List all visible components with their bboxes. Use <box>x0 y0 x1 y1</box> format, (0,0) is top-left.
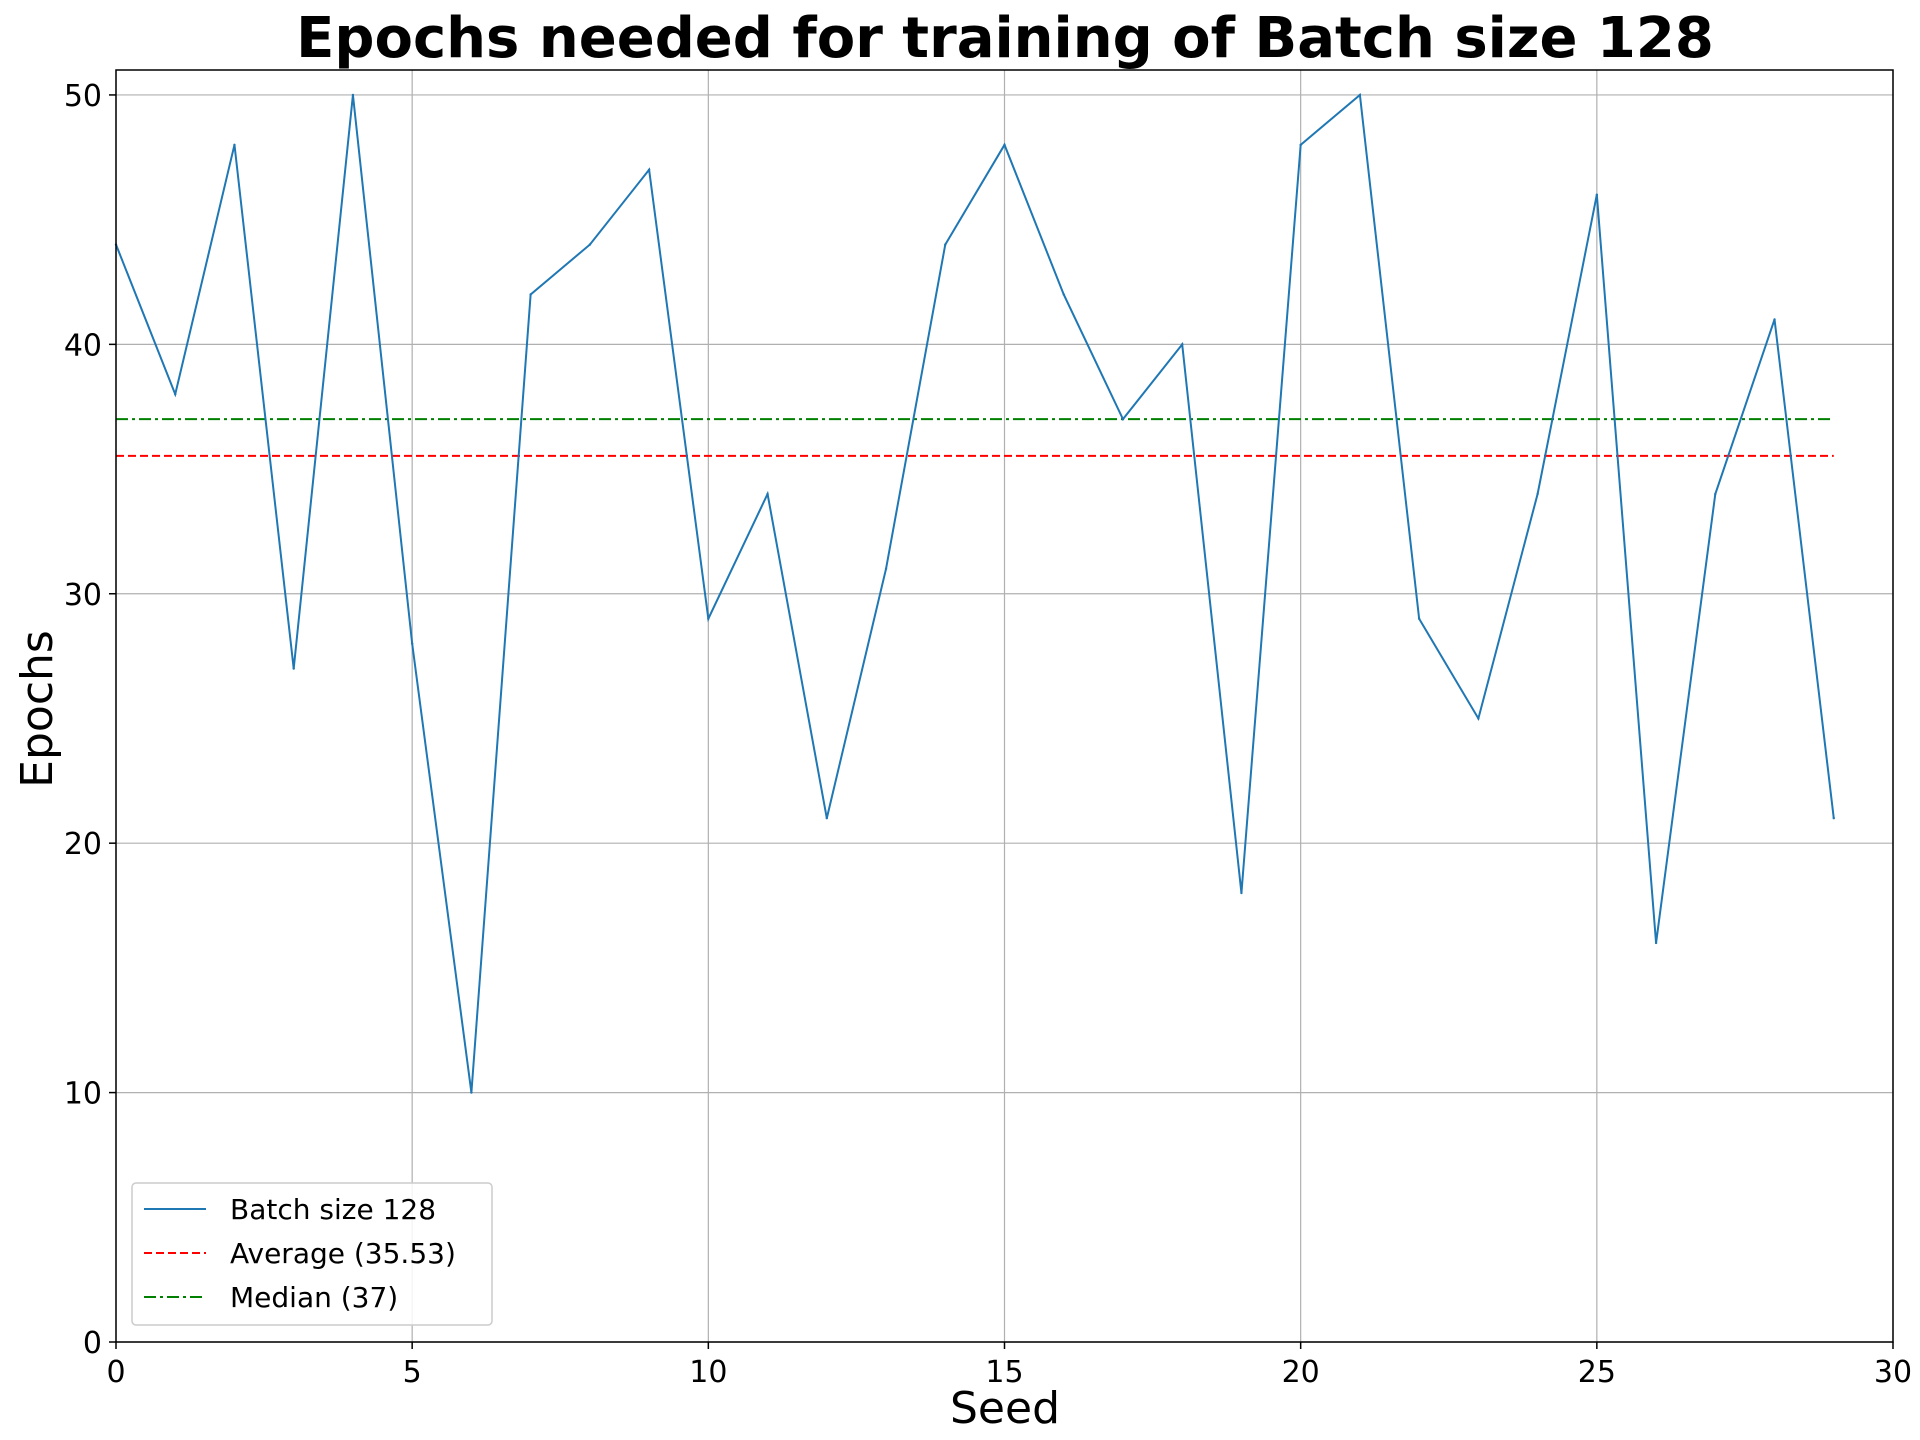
x-tick-label: 5 <box>403 1355 422 1390</box>
data-point <box>884 567 888 571</box>
legend-label: Median (37) <box>230 1281 398 1314</box>
data-point <box>529 293 532 296</box>
data-point <box>1536 492 1539 496</box>
legend-label: Average (35.53) <box>230 1237 456 1270</box>
data-point <box>1240 891 1243 895</box>
data-point <box>588 243 592 246</box>
x-tick-label: 15 <box>985 1355 1023 1390</box>
legend-frame <box>131 1182 493 1326</box>
series-lines <box>114 92 1835 1094</box>
series-line <box>115 92 1835 1093</box>
data-point <box>1181 343 1184 346</box>
y-axis-label: Epochs <box>12 630 63 788</box>
x-axis-label: Seed <box>950 1383 1060 1434</box>
y-tick-label: 50 <box>64 79 102 114</box>
data-point <box>944 243 947 246</box>
y-tick-label: 30 <box>64 578 102 613</box>
x-tick-label: 30 <box>1874 1355 1912 1390</box>
data-point <box>1477 717 1480 720</box>
data-point <box>1714 492 1717 496</box>
data-point <box>470 1091 473 1094</box>
data-point <box>351 93 355 97</box>
data-point <box>825 817 828 820</box>
chart-title: Epochs needed for training of Batch size… <box>296 6 1714 71</box>
data-point <box>1595 193 1599 196</box>
data-point <box>707 617 710 620</box>
data-point <box>1358 93 1362 97</box>
data-point <box>1832 817 1835 820</box>
data-point <box>1417 617 1421 620</box>
data-point <box>1654 941 1658 945</box>
y-tick-label: 10 <box>64 1077 102 1112</box>
data-point <box>1121 417 1125 421</box>
reference-lines <box>116 418 1834 457</box>
data-point <box>174 393 177 396</box>
y-tick-label: 20 <box>64 827 102 862</box>
data-point <box>410 642 414 645</box>
data-point <box>647 168 651 171</box>
data-point <box>1062 293 1065 296</box>
x-tick-label: 10 <box>689 1355 727 1390</box>
y-tick-label: 0 <box>83 1326 102 1361</box>
grid-lines <box>115 70 1894 1343</box>
data-point <box>1003 143 1006 147</box>
x-tick-label: 20 <box>1282 1355 1320 1390</box>
axis-ticks: 0 5 10 15 20 25 30 0 10 20 30 40 50 <box>64 79 1912 1390</box>
data-point <box>1773 318 1776 321</box>
legend: Batch size 128 Average (35.53) Median (37) <box>131 1182 493 1326</box>
legend-label: Batch size 128 <box>230 1193 436 1226</box>
x-tick-label: 0 <box>106 1355 125 1390</box>
data-point <box>766 492 769 496</box>
y-tick-label: 40 <box>64 328 102 363</box>
data-point <box>292 667 295 670</box>
data-point <box>233 143 236 147</box>
x-tick-label: 25 <box>1578 1355 1616 1390</box>
data-point <box>1299 143 1302 147</box>
